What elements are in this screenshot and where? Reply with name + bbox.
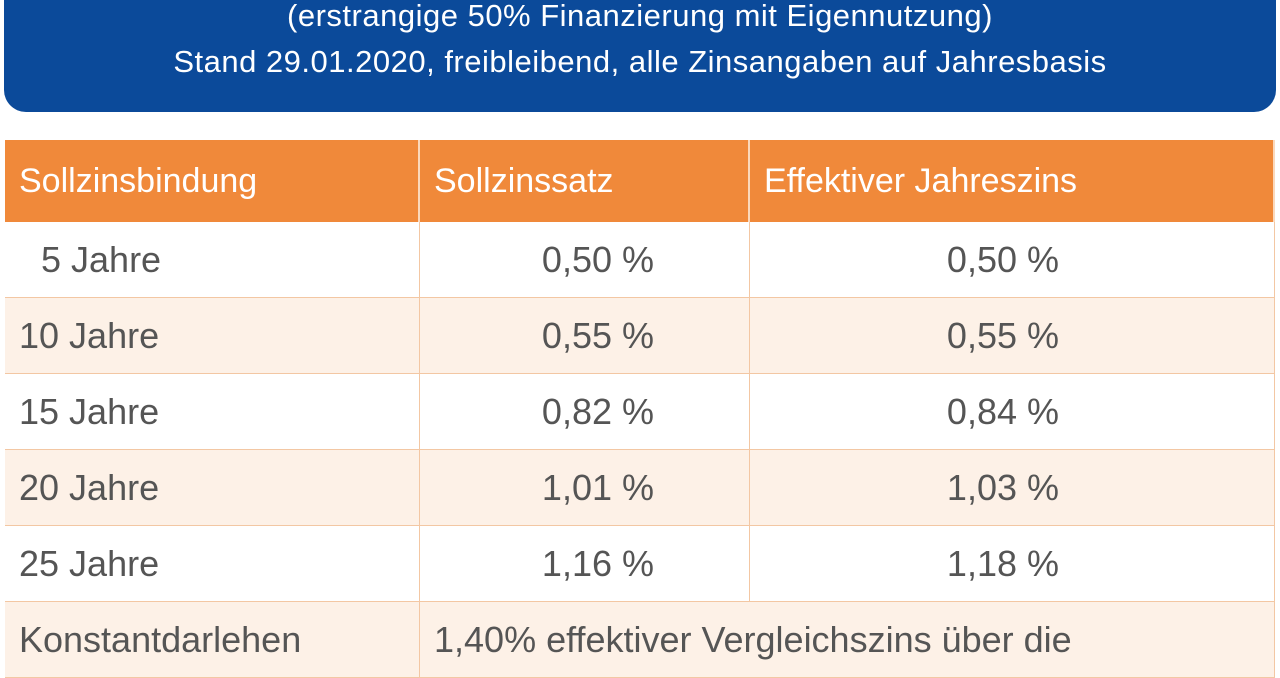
table-cell: 0,82 % bbox=[420, 374, 750, 450]
table-cell: 20 Jahre bbox=[5, 450, 420, 526]
page: {"header": {"lines": ["(erstrangige 50% … bbox=[4, 0, 1276, 678]
table-cell: 5 Jahre bbox=[5, 222, 420, 298]
table-cell: Konstantdarlehen bbox=[5, 602, 420, 678]
table-cell: 10 Jahre bbox=[5, 298, 420, 374]
table-cell: 0,50 % bbox=[750, 222, 1275, 298]
table-row: 5 Jahre 0,50 % 0,50 % bbox=[5, 222, 1275, 298]
header-line: Stand 29.01.2020, freibleibend, alle Zin… bbox=[173, 44, 1107, 79]
table-row: 25 Jahre 1,16 % 1,18 % bbox=[5, 526, 1275, 602]
table-cell: 0,55 % bbox=[750, 298, 1275, 374]
header-line: (erstrangige 50% Finanzierung mit Eigenn… bbox=[287, 0, 993, 33]
table-cell: 1,16 % bbox=[420, 526, 750, 602]
header-row: Sollzinsbindung Sollzinssatz Effektiver Ja… bbox=[5, 140, 1275, 222]
table-row: 10 Jahre 0,55 % 0,55 % bbox=[5, 298, 1275, 374]
table-cell: 1,18 % bbox=[750, 526, 1275, 602]
column-header: Effektiver Jahreszins bbox=[750, 140, 1275, 222]
column-header: Sollzinssatz bbox=[420, 140, 750, 222]
table-cell: 0,50 % bbox=[420, 222, 750, 298]
table-row: 15 Jahre 0,82 % 0,84 % bbox=[5, 374, 1275, 450]
table-row: Konstantdarlehen 1,40% effektiver Verglei… bbox=[5, 602, 1275, 678]
table-cell: 1,40% effektiver Vergleichszins über die bbox=[420, 602, 1275, 678]
table-cell: 0,55 % bbox=[420, 298, 750, 374]
table-cell: 15 Jahre bbox=[5, 374, 420, 450]
header-banner: (erstrangige 50% Finanzierung mit Eigenn… bbox=[4, 0, 1276, 112]
table-cell: 0,84 % bbox=[750, 374, 1275, 450]
table-cell: 1,03 % bbox=[750, 450, 1275, 526]
table-cell: 1,01 % bbox=[420, 450, 750, 526]
column-header: Sollzinsbindung bbox=[5, 140, 420, 222]
table-row: 20 Jahre 1,01 % 1,03 % bbox=[5, 450, 1275, 526]
table-cell: 25 Jahre bbox=[5, 526, 420, 602]
